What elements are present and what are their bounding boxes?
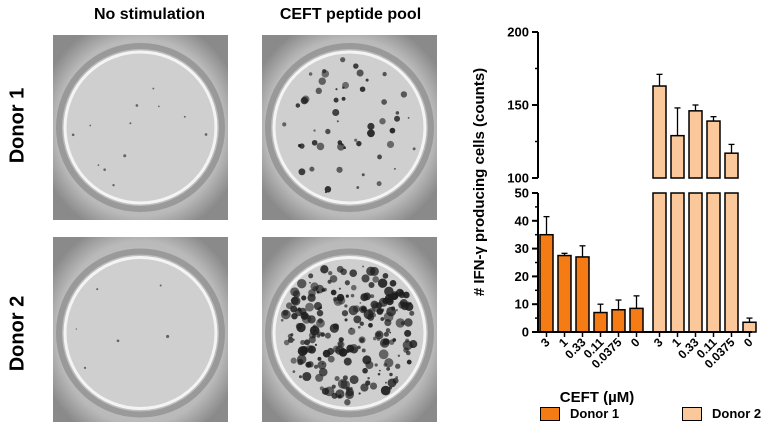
bar [724, 143, 739, 333]
well-image-donor1-no-stim [53, 35, 228, 220]
bar [593, 303, 608, 333]
bar [629, 295, 644, 333]
bar [652, 73, 667, 333]
y-tick-label: 0 [522, 325, 529, 340]
bar [706, 116, 721, 333]
bar [611, 299, 626, 333]
y-tick-label: 20 [515, 269, 529, 284]
x-tick-label: 3 [651, 335, 666, 350]
bar [539, 215, 554, 333]
y-tick-label: 40 [515, 213, 529, 228]
legend-swatch-donor-1 [540, 406, 560, 421]
legend-donor-1: Donor 1 [540, 406, 619, 421]
bar [670, 107, 685, 333]
y-tick-label: 150 [507, 98, 529, 113]
x-axis: 3 10.330.110.0375 0 3 10.330.110.0375 0 [538, 331, 756, 371]
y-tick-label: 50 [515, 186, 529, 201]
well-image-donor2-ceft [262, 237, 437, 422]
legend-donor-2: Donor 2 [682, 406, 761, 421]
x-tick-label: 0 [628, 335, 643, 350]
bar [575, 245, 590, 333]
well-image-donor1-ceft [262, 35, 437, 220]
y-tick-label: 200 [507, 25, 529, 40]
legend-label-donor-2: Donor 2 [712, 406, 762, 421]
y-tick-label: 100 [507, 171, 529, 186]
y-tick-label: 10 [515, 297, 529, 312]
x-tick-label: 3 [538, 335, 553, 350]
x-axis-label: CEFT (µM) [560, 389, 634, 406]
y-axis-label: # IFN-γ producing cells (counts) [471, 68, 488, 296]
y-tick-label: 30 [515, 241, 529, 256]
bar [557, 252, 572, 333]
column-title-no-stimulation: No stimulation [93, 6, 206, 23]
row-label-donor-2: Donor 2 [6, 295, 29, 372]
x-tick-label: 0 [741, 335, 756, 350]
bar [742, 317, 757, 333]
bar [688, 104, 703, 333]
legend-swatch-donor-2 [682, 406, 702, 421]
column-title-ceft-peptide-pool: CEFT peptide pool [279, 6, 422, 23]
legend-label-donor-1: Donor 1 [570, 406, 620, 421]
well-image-donor2-no-stim [53, 237, 228, 422]
row-label-donor-1: Donor 1 [6, 87, 29, 164]
